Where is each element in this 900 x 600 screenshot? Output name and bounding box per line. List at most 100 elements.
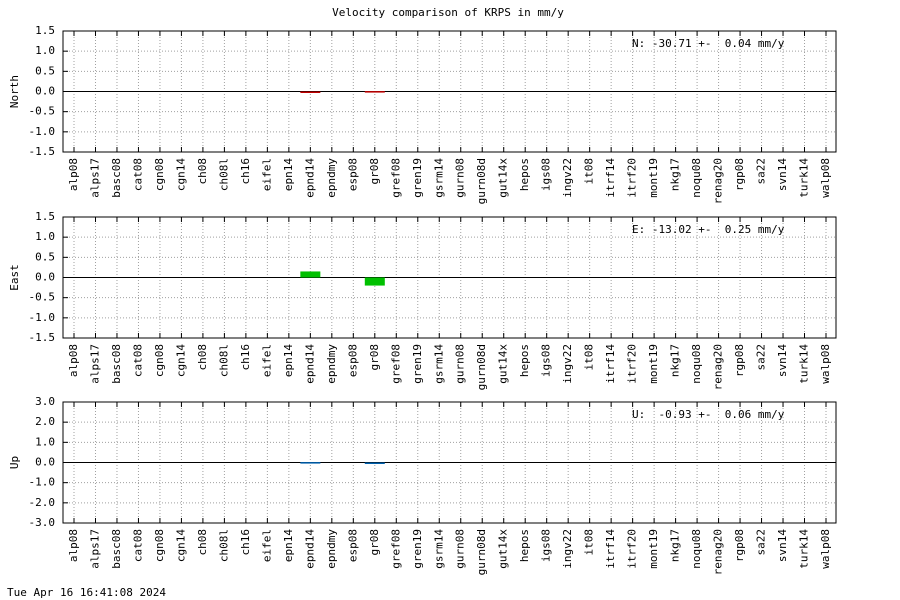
y-tick-label: -0.5 (29, 291, 56, 304)
bar (364, 462, 385, 464)
x-tick-label: ch16 (239, 529, 252, 556)
x-tick-label: ch08 (196, 158, 209, 185)
x-tick-label: gurn08 (454, 529, 467, 569)
x-tick-label: it08 (583, 158, 596, 185)
x-tick-label: gren19 (411, 529, 424, 569)
x-tick-label: alps17 (88, 158, 101, 198)
x-tick-label: alp08 (67, 158, 80, 191)
annotation: N: -30.71 +- 0.04 mm/y (632, 37, 785, 50)
bar (364, 91, 385, 93)
x-tick-label: basc08 (110, 158, 123, 198)
x-tick-label: cgn08 (153, 158, 166, 191)
x-tick-label: noqu08 (690, 344, 703, 384)
plot-border (62, 30, 837, 153)
annotation: E: -13.02 +- 0.25 mm/y (632, 223, 785, 236)
x-tick-label: epn14 (282, 158, 295, 191)
x-tick-label: gurn08d (475, 529, 488, 575)
x-tick-label: itrf20 (626, 344, 639, 384)
bar (300, 271, 321, 278)
x-tick-label: ch08l (217, 344, 230, 377)
y-axis-label: Up (8, 456, 21, 469)
y-tick-label: 0.0 (35, 271, 55, 284)
y-tick-label: 0.0 (35, 85, 55, 98)
x-tick-label: igs08 (540, 529, 553, 562)
x-tick-label: itrf20 (626, 158, 639, 198)
x-tick-label: walp08 (819, 529, 832, 569)
x-tick-label: it08 (583, 529, 596, 556)
x-tick-label: alps17 (88, 344, 101, 384)
x-tick-label: basc08 (110, 529, 123, 569)
y-tick-label: 0.5 (35, 250, 55, 263)
x-tick-label: eifel (260, 529, 273, 562)
x-tick-label: cgn08 (153, 344, 166, 377)
y-tick-label: -0.5 (29, 105, 56, 118)
y-tick-label: 1.5 (35, 210, 55, 223)
x-tick-label: gr08 (368, 158, 381, 185)
y-tick-label: -1.0 (29, 125, 56, 138)
plot-border (62, 401, 837, 524)
x-tick-label: esp08 (346, 344, 359, 377)
x-tick-label: noqu08 (690, 158, 703, 198)
x-tick-label: sa22 (755, 344, 768, 371)
x-tick-label: ch08 (196, 344, 209, 371)
x-tick-label: mont19 (647, 344, 660, 384)
x-tick-label: eifel (260, 344, 273, 377)
x-tick-label: renag20 (712, 344, 725, 390)
x-tick-label: itrf14 (604, 158, 617, 198)
x-tick-label: cgn14 (174, 344, 187, 377)
x-tick-label: svn14 (776, 344, 789, 377)
x-tick-label: cgn14 (174, 529, 187, 562)
y-tick-label: 3.0 (35, 395, 55, 408)
x-tick-label: eifel (260, 158, 273, 191)
y-tick-label: 0.0 (35, 456, 55, 469)
x-tick-label: epn14 (282, 344, 295, 377)
x-tick-label: rgp08 (733, 529, 746, 562)
plot-border (62, 216, 837, 339)
x-tick-label: walp08 (819, 344, 832, 384)
x-tick-label: turk14 (798, 158, 811, 198)
x-tick-label: gurn08d (475, 158, 488, 204)
x-tick-label: igs08 (540, 158, 553, 191)
bar (300, 91, 321, 93)
x-tick-label: epndmy (325, 529, 338, 569)
y-tick-label: 1.0 (35, 44, 55, 57)
x-tick-label: gsrm14 (432, 158, 445, 198)
bar (364, 277, 385, 286)
x-tick-label: mont19 (647, 158, 660, 198)
x-tick-label: gref08 (389, 529, 402, 569)
x-tick-label: epndmy (325, 344, 338, 384)
x-tick-label: igs08 (540, 344, 553, 377)
x-tick-label: esp08 (346, 158, 359, 191)
x-tick-label: hepos (518, 529, 531, 562)
bar (300, 462, 321, 464)
x-tick-label: renag20 (712, 529, 725, 575)
x-tick-label: noqu08 (690, 529, 703, 569)
y-tick-label: -2.0 (29, 496, 56, 509)
x-tick-label: epnd14 (303, 344, 316, 384)
x-tick-label: alp08 (67, 344, 80, 377)
x-tick-label: gref08 (389, 344, 402, 384)
x-tick-label: mont19 (647, 529, 660, 569)
x-tick-label: gsrm14 (432, 529, 445, 569)
x-tick-label: gref08 (389, 158, 402, 198)
x-tick-label: itrf14 (604, 344, 617, 384)
timestamp: Tue Apr 16 16:41:08 2024 (7, 586, 166, 599)
x-tick-label: gurn08d (475, 344, 488, 390)
x-tick-label: gut14x (497, 158, 510, 198)
x-tick-label: nkg17 (669, 529, 682, 562)
x-tick-label: alps17 (88, 529, 101, 569)
x-tick-label: gr08 (368, 529, 381, 556)
x-tick-label: svn14 (776, 158, 789, 191)
y-axis-label: East (8, 264, 21, 291)
x-tick-label: gurn08 (454, 344, 467, 384)
x-tick-label: ingv22 (561, 529, 574, 569)
x-tick-label: ch08l (217, 158, 230, 191)
y-tick-label: -3.0 (29, 516, 56, 529)
y-tick-label: 2.0 (35, 415, 55, 428)
x-tick-label: ch16 (239, 158, 252, 185)
y-axis-label: North (8, 75, 21, 108)
y-tick-label: -1.0 (29, 476, 56, 489)
x-tick-label: walp08 (819, 158, 832, 198)
y-tick-label: 1.0 (35, 230, 55, 243)
